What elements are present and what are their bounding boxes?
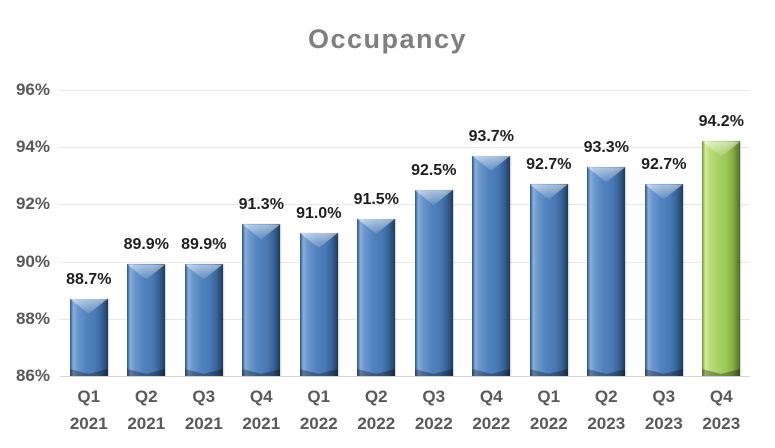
bar-value-label: 91.0%: [296, 205, 342, 222]
x-tick-quarter: Q2: [134, 387, 158, 406]
bar-q4-2022[interactable]: [472, 155, 511, 376]
gridline: [60, 90, 750, 91]
bar-q4-2023[interactable]: [702, 141, 741, 376]
x-axis-tick-label: Q2 2023: [575, 383, 637, 437]
bar-value-label: 94.2%: [698, 113, 744, 131]
y-axis-tick-label: 88%: [15, 308, 50, 328]
x-axis-tick-label: Q3 2022: [403, 383, 465, 437]
x-tick-year: 2022: [357, 414, 396, 433]
x-tick-quarter: Q1: [537, 387, 561, 406]
bar-value-label: 88.7%: [66, 270, 112, 288]
x-tick-quarter: Q3: [652, 387, 676, 406]
x-axis-tick-label: Q3 2023: [633, 383, 695, 437]
x-tick-year: 2022: [529, 414, 568, 433]
x-tick-year: 2021: [184, 414, 223, 433]
x-axis-tick-label: Q3 2021: [173, 383, 235, 437]
bar-q2-2022[interactable]: [357, 218, 396, 376]
bar-value-label: 89.9%: [123, 236, 169, 254]
y-axis-tick-label: 92%: [15, 194, 50, 214]
x-tick-quarter: Q1: [77, 387, 101, 406]
x-tick-year: 2022: [299, 414, 338, 433]
x-tick-year: 2021: [127, 414, 166, 433]
y-axis-tick-label: 86%: [15, 366, 50, 385]
x-tick-year: 2023: [702, 414, 741, 433]
bar-q2-2021[interactable]: [127, 264, 166, 376]
x-axis-tick-label: Q4 2023: [690, 383, 752, 437]
x-tick-quarter: Q2: [594, 387, 618, 406]
y-axis-tick-label: 96%: [15, 80, 50, 99]
gridline: [60, 147, 750, 149]
x-tick-year: 2022: [414, 414, 453, 433]
bar-value-label: 92.7%: [641, 156, 687, 174]
x-tick-quarter: Q4: [249, 387, 273, 406]
bar-value-label: 92.5%: [411, 162, 457, 180]
bar-q3-2021[interactable]: [184, 264, 223, 376]
x-axis-tick-label: Q1 2022: [288, 383, 350, 437]
gridline: [60, 376, 750, 377]
gridline: [60, 204, 750, 206]
bar-q1-2022[interactable]: [529, 184, 568, 376]
bar-value-label: 93.3%: [583, 139, 629, 157]
x-tick-year: 2022: [472, 414, 511, 433]
gridline: [60, 261, 750, 263]
x-tick-year: 2021: [242, 414, 281, 433]
x-axis-tick-label: Q2 2022: [345, 383, 407, 437]
x-axis-tick-label: Q2 2021: [115, 383, 177, 437]
bar-q3-2022[interactable]: [414, 190, 453, 376]
bar-q2-2023[interactable]: [587, 167, 626, 376]
x-axis-tick-label: Q1 2022: [518, 383, 580, 437]
bar-value-label: 91.5%: [353, 190, 399, 208]
x-axis-tick-label: Q1 2021: [58, 383, 120, 437]
y-axis-tick-label: 94%: [15, 137, 50, 157]
x-tick-quarter: Q1: [307, 387, 331, 406]
gridline: [60, 318, 750, 320]
x-tick-quarter: Q4: [709, 387, 733, 406]
x-axis-tick-label: Q4 2021: [230, 383, 292, 437]
bar-value-label: 91.3%: [238, 196, 284, 214]
x-tick-quarter: Q3: [192, 387, 216, 406]
x-tick-year: 2023: [644, 414, 683, 433]
y-axis-tick-label: 90%: [15, 251, 50, 271]
x-tick-year: 2023: [587, 414, 626, 433]
bar-q3-2023[interactable]: [644, 184, 683, 376]
bar-value-label: 89.9%: [181, 236, 227, 254]
x-axis-tick-label: Q4 2022: [460, 383, 522, 437]
x-tick-quarter: Q2: [364, 387, 388, 406]
bar-value-label: 93.7%: [468, 127, 514, 145]
chart-title: Occupancy: [307, 24, 468, 54]
x-tick-year: 2021: [69, 414, 108, 433]
bar-q4-2021[interactable]: [242, 224, 281, 376]
bar-q1-2022[interactable]: [299, 233, 338, 376]
x-tick-quarter: Q3: [422, 387, 446, 406]
bar-value-label: 92.7%: [526, 156, 572, 174]
x-tick-quarter: Q4: [479, 387, 503, 406]
bar-q1-2021[interactable]: [69, 298, 108, 376]
